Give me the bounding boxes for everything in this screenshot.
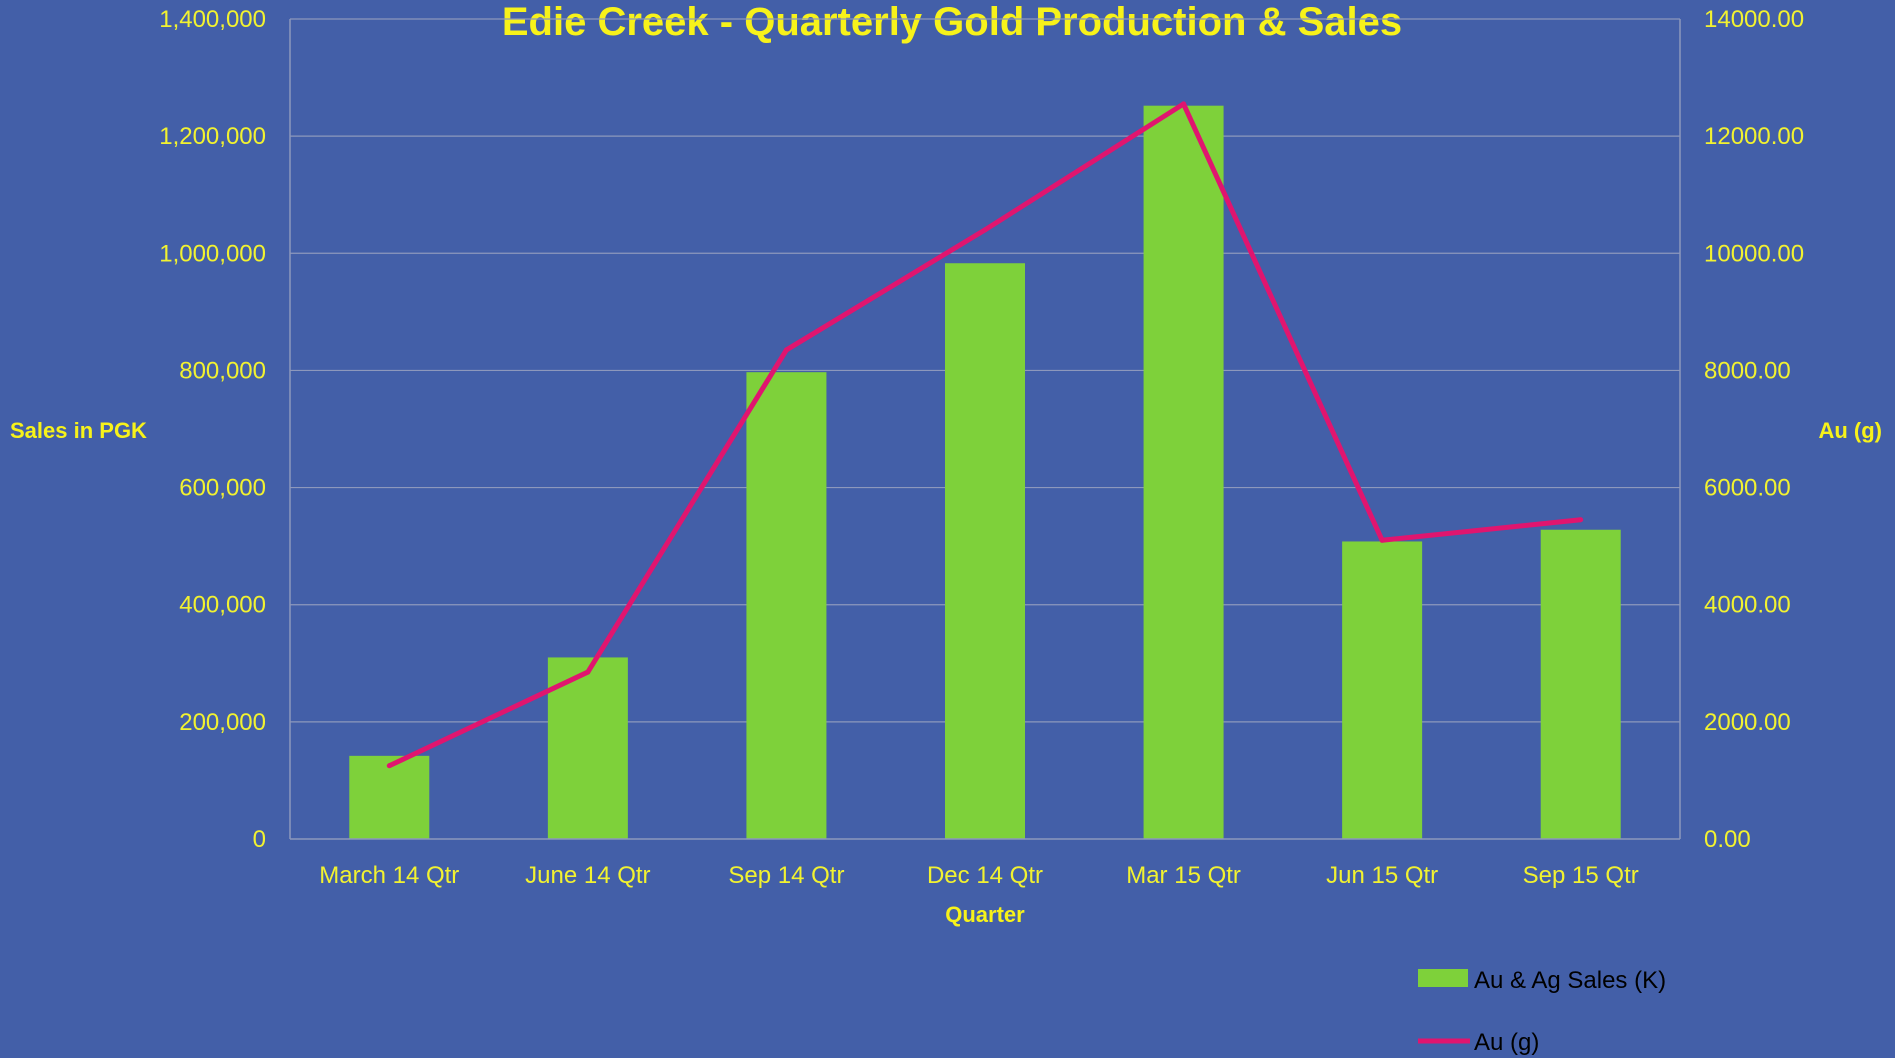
y-right-tick-label: 6000.00 — [1704, 475, 1791, 502]
y-right-tick-label: 8000.00 — [1704, 357, 1791, 384]
x-tick-label: Sep 14 Qtr — [728, 862, 844, 889]
x-tick-label: March 14 Qtr — [319, 862, 459, 889]
y-right-tick-label: 14000.00 — [1704, 6, 1804, 33]
x-tick-label: Mar 15 Qtr — [1126, 862, 1241, 889]
x-tick-label: Jun 15 Qtr — [1326, 862, 1438, 889]
y-left-tick-label: 1,400,000 — [159, 6, 266, 33]
bar — [349, 756, 429, 839]
line-point — [983, 227, 988, 232]
y-axis-left-title: Sales in PGK — [10, 418, 147, 443]
legend-label-bar: Au & Ag Sales (K) — [1474, 967, 1666, 994]
bar — [1342, 541, 1422, 839]
y-right-tick-label: 0.00 — [1704, 826, 1751, 853]
y-right-tick-label: 12000.00 — [1704, 123, 1804, 150]
legend-swatch-bar — [1418, 969, 1468, 987]
bar — [1541, 530, 1621, 839]
legend-label-line: Au (g) — [1474, 1029, 1539, 1056]
y-right-tick-label: 2000.00 — [1704, 709, 1791, 736]
chart-title: Edie Creek - Quarterly Gold Production &… — [502, 0, 1402, 44]
line-point — [1380, 538, 1385, 543]
y-right-tick-label: 10000.00 — [1704, 240, 1804, 267]
x-tick-label: Dec 14 Qtr — [927, 862, 1043, 889]
bar — [1144, 106, 1224, 839]
bar — [746, 372, 826, 839]
y-left-tick-label: 1,200,000 — [159, 123, 266, 150]
y-right-tick-label: 4000.00 — [1704, 592, 1791, 619]
line-point — [1181, 101, 1186, 106]
x-tick-label: Sep 15 Qtr — [1523, 862, 1639, 889]
line-point — [1578, 517, 1583, 522]
y-axis-right-title: Au (g) — [1818, 418, 1882, 443]
line-point — [585, 670, 590, 675]
line-point — [784, 347, 789, 352]
y-left-tick-label: 200,000 — [179, 709, 266, 736]
y-left-tick-label: 600,000 — [179, 475, 266, 502]
y-left-tick-label: 0 — [253, 826, 266, 853]
y-left-tick-label: 1,000,000 — [159, 240, 266, 267]
bar — [945, 263, 1025, 839]
x-tick-label: June 14 Qtr — [525, 862, 650, 889]
x-axis-title: Quarter — [945, 902, 1025, 927]
y-left-tick-label: 400,000 — [179, 592, 266, 619]
line-point — [387, 763, 392, 768]
y-left-tick-label: 800,000 — [179, 357, 266, 384]
